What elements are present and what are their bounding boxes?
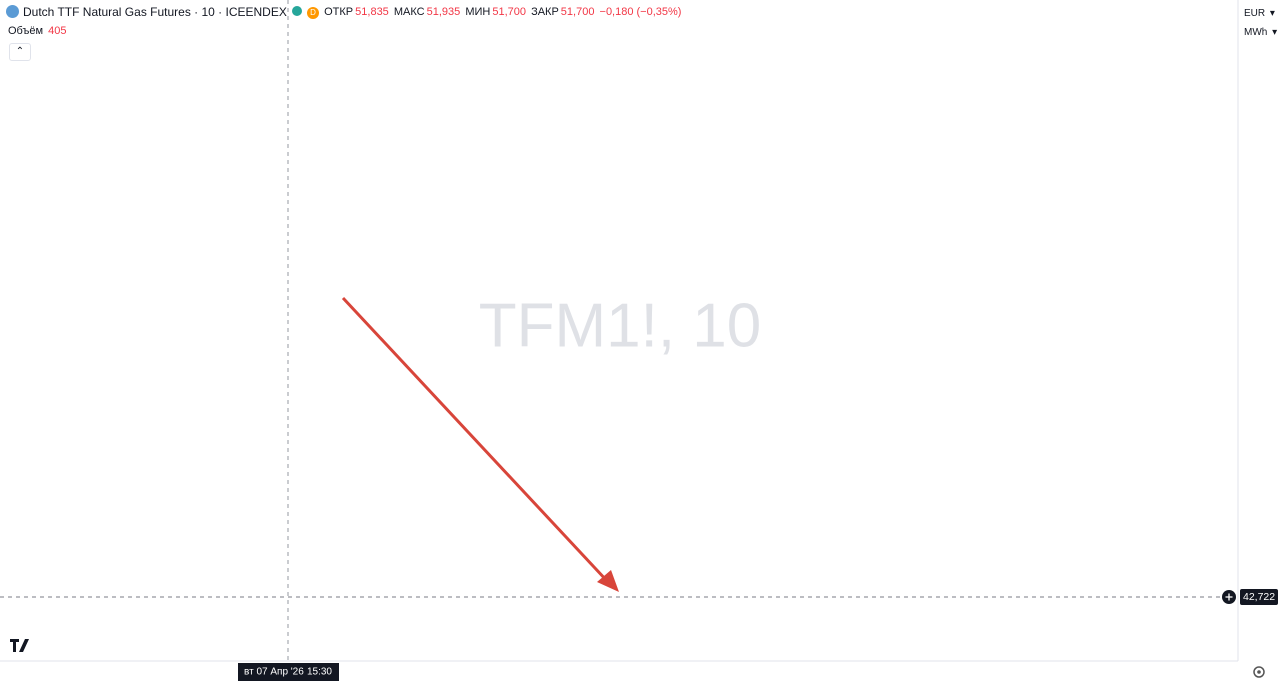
low-label: МИН: [465, 6, 491, 18]
close-value: 51,700: [560, 6, 595, 18]
open-value: 51,835: [355, 6, 389, 18]
high-label: МАКС: [393, 6, 425, 18]
annotation-arrow: [341, 296, 619, 592]
unit-selector[interactable]: MWh ▾: [1244, 27, 1278, 38]
symbol-icon: [6, 5, 19, 18]
market-status: [292, 6, 302, 16]
crosshair-time-label: вт 07 Апр '26 15:30: [238, 663, 339, 681]
currency-selector[interactable]: EUR ▾: [1244, 8, 1275, 19]
close-label: ЗАКР: [531, 6, 559, 18]
volume-value: 405: [48, 25, 67, 37]
crosshair-price: 42,722: [1243, 591, 1275, 603]
volume-label: Объём: [8, 25, 44, 37]
crosshair-date: вт 07 Апр '26: [244, 667, 304, 678]
volume-legend: Объём 405: [8, 25, 68, 37]
symbol-header: Dutch TTF Natural Gas Futures · 10 · ICE…: [6, 5, 289, 19]
high-value: 51,935: [426, 6, 461, 18]
unit: MWh: [1244, 27, 1268, 38]
change-value: −0,180 (−0,35%): [599, 6, 682, 18]
crosshair-price-label: 42,722: [1222, 589, 1278, 605]
badge: D: [307, 7, 320, 19]
symbol-title: Dutch TTF Natural Gas Futures · 10 · ICE…: [23, 5, 287, 19]
price-axis: [1238, 0, 1280, 681]
settings-icon[interactable]: [1253, 666, 1265, 678]
ohlc-legend: D ОТКР 51,835 МАКС 51,935 МИН 51,700 ЗАКР 51…: [292, 6, 683, 19]
watermark: TFM1!, 10: [479, 291, 762, 360]
open-label: ОТКР: [324, 6, 354, 18]
crosshair-time: 15:30: [307, 667, 332, 678]
logo: [10, 639, 29, 652]
collapse-button[interactable]: ⌃: [9, 43, 31, 61]
low-value: 51,700: [492, 6, 526, 18]
currency: EUR: [1244, 8, 1266, 19]
